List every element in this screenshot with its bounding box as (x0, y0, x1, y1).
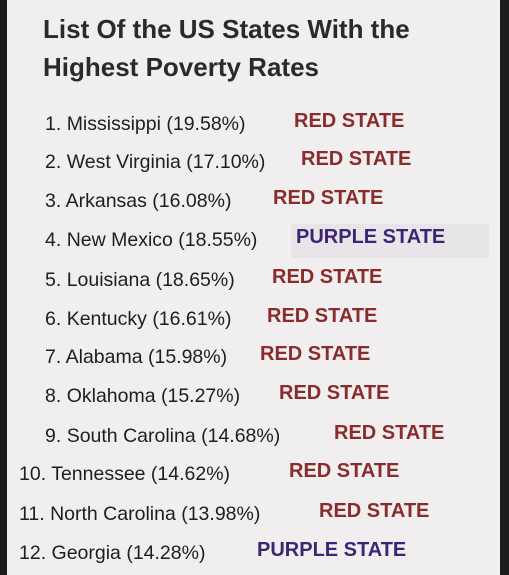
item-number: 4. (45, 229, 67, 251)
page-title: List Of the US States With the Highest P… (43, 14, 410, 82)
item-tag: RED STATE (301, 148, 412, 170)
item-number: 7. (45, 346, 66, 368)
item-tag: RED STATE (279, 382, 390, 404)
item-tag: RED STATE (273, 187, 384, 209)
item-tag: RED STATE (294, 110, 405, 132)
item-number: 10. (19, 463, 52, 485)
list-item: 12. Georgia (14.28%) PURPLE STATE (19, 536, 406, 570)
list-item: 10. Tennessee (14.62%) RED STATE (19, 457, 399, 491)
item-number: 2. (45, 151, 67, 173)
item-tag: PURPLE STATE (257, 539, 407, 561)
list-item: 11. North Carolina (13.98%) RED STATE (19, 497, 429, 531)
item-state: Arkansas (16.08%) (65, 190, 232, 212)
list-item: 5. Louisiana (18.65%) RED STATE (45, 263, 382, 297)
item-tag: RED STATE (267, 305, 378, 327)
item-number: 8. (45, 385, 67, 407)
item-state: South Carolina (14.68%) (66, 425, 281, 447)
poverty-list-card: List Of the US States With the Highest P… (7, 0, 500, 575)
item-state: West Virginia (17.10%) (66, 151, 266, 173)
item-number: 11. (19, 503, 51, 525)
item-number: 5. (45, 269, 67, 291)
item-number: 3. (45, 190, 66, 212)
list-item: 6. Kentucky (16.61%) RED STATE (45, 302, 377, 336)
item-state: North Carolina (13.98%) (50, 503, 261, 525)
list-item: 2. West Virginia (17.10%) RED STATE (45, 145, 411, 179)
item-state: Mississippi (19.58%) (66, 113, 246, 135)
item-state: Louisiana (18.65%) (66, 269, 235, 291)
list-item: 1. Mississippi (19.58%) RED STATE (45, 107, 404, 141)
item-tag: RED STATE (289, 460, 400, 482)
item-tag: RED STATE (334, 422, 445, 444)
highlight-box (291, 224, 489, 258)
item-state: New Mexico (18.55%) (66, 229, 258, 251)
item-number: 6. (45, 308, 67, 330)
list-item: 9. South Carolina (14.68%) RED STATE (45, 419, 444, 453)
item-state: Tennessee (14.62%) (51, 463, 231, 485)
item-state: Oklahoma (15.27%) (66, 385, 241, 407)
item-tag: RED STATE (319, 500, 430, 522)
list-item: 3. Arkansas (16.08%) RED STATE (45, 184, 383, 218)
list-item: 8. Oklahoma (15.27%) RED STATE (45, 379, 389, 413)
list-item: 7. Alabama (15.98%) RED STATE (45, 340, 370, 374)
item-state: Alabama (15.98%) (65, 346, 228, 368)
item-tag: PURPLE STATE (296, 226, 446, 248)
item-number: 12. (19, 542, 52, 564)
item-tag: RED STATE (260, 343, 371, 365)
list-item: 4. New Mexico (18.55%) PURPLE STATE (45, 223, 445, 257)
item-state: Kentucky (16.61%) (66, 308, 232, 330)
item-tag: RED STATE (272, 266, 383, 288)
item-number: 9. (45, 425, 67, 447)
item-state: Georgia (14.28%) (51, 542, 206, 564)
item-number: 1. (45, 113, 67, 135)
